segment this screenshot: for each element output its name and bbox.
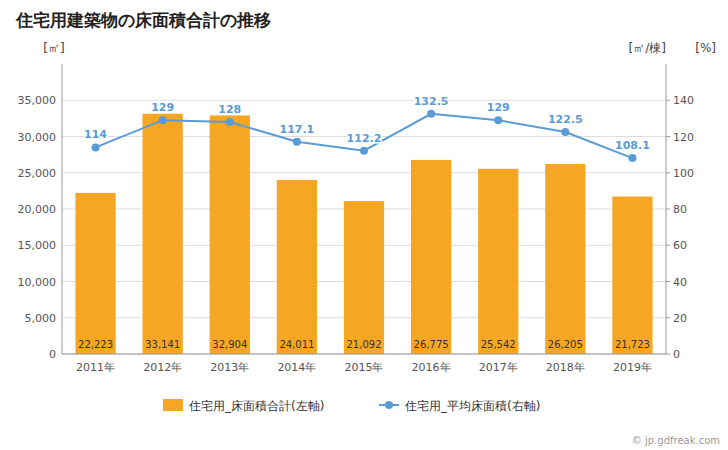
y2-tick-label: 60 — [673, 239, 687, 252]
y2-tick-label: 0 — [673, 348, 680, 361]
y2-tick — [666, 281, 670, 282]
line-label: 108.1 — [615, 139, 650, 152]
y2-tick — [666, 317, 670, 318]
bar — [277, 180, 317, 354]
y-tick-label: 20,000 — [18, 203, 57, 216]
line-label: 129 — [151, 101, 174, 114]
line-label: 132.5 — [414, 95, 449, 108]
y-axis-line — [62, 64, 63, 354]
bar — [143, 114, 183, 354]
bar — [545, 164, 585, 354]
bar — [612, 197, 652, 354]
x-tick-label: 2013年 — [210, 361, 249, 374]
bar-label: 32,904 — [212, 339, 247, 350]
bar-label: 21,092 — [347, 339, 382, 350]
bar — [75, 193, 115, 354]
x-tick-label: 2019年 — [613, 361, 652, 374]
y-tick-label: 35,000 — [18, 94, 57, 107]
x-tick-label: 2012年 — [143, 361, 182, 374]
line-marker — [561, 128, 569, 136]
line-marker — [360, 147, 368, 155]
bar — [411, 160, 451, 354]
y2-tick-label: 40 — [673, 276, 687, 289]
line-marker — [159, 116, 167, 124]
marks — [75, 110, 652, 354]
data-labels: 22,223 33,141 32,904 24,011 21,092 26,775 25,5… — [78, 95, 650, 350]
legend-swatch-marker — [385, 401, 393, 409]
line-label: 128 — [218, 103, 241, 116]
y2-axis-line — [666, 64, 667, 354]
x-tick-label: 2018年 — [546, 361, 585, 374]
x-tick-label: 2014年 — [277, 361, 316, 374]
line-label: 114 — [84, 128, 107, 141]
bar-label: 22,223 — [78, 339, 113, 350]
y2-tick — [666, 172, 670, 173]
y2-tick-label: 120 — [673, 131, 694, 144]
x-axis-line — [62, 354, 666, 355]
bar — [478, 169, 518, 354]
bar-label: 24,011 — [279, 339, 314, 350]
y2-axis-label: [㎡/棟] — [629, 41, 666, 55]
bar-label: 21,723 — [615, 339, 650, 350]
y2-tick-label: 80 — [673, 203, 687, 216]
line-marker — [92, 143, 100, 151]
bar-label: 26,775 — [414, 339, 449, 350]
y-tick-label: 0 — [49, 348, 56, 361]
bar — [210, 115, 250, 354]
x-tick-label: 2016年 — [412, 361, 451, 374]
line-marker — [293, 138, 301, 146]
y2-tick-label: 140 — [673, 94, 694, 107]
y-tick-label: 5,000 — [25, 312, 57, 325]
grid — [62, 100, 666, 354]
y2-tick-label: 20 — [673, 312, 687, 325]
y2-tick-label: 100 — [673, 167, 694, 180]
bar-label: 33,141 — [145, 339, 180, 350]
line-marker — [427, 110, 435, 118]
y-tick-label: 15,000 — [18, 239, 57, 252]
line-label: 112.2 — [347, 132, 382, 145]
y2-tick — [666, 354, 670, 355]
line-marker — [494, 116, 502, 124]
y-axis-label: [㎡] — [43, 41, 64, 55]
y2-tick — [666, 136, 670, 137]
bar — [344, 201, 384, 354]
bar-label: 26,205 — [548, 339, 583, 350]
bar-label: 25,542 — [481, 339, 516, 350]
annotation: [%] — [695, 41, 716, 55]
x-tick-label: 2011年 — [76, 361, 115, 374]
y-tick-label: 25,000 — [18, 167, 57, 180]
y2-tick — [666, 245, 670, 246]
legend-entry: 住宅用_平均床面積(右軸) — [404, 399, 540, 413]
line-label: 117.1 — [279, 123, 314, 136]
legend-swatch — [163, 399, 183, 411]
line — [96, 114, 633, 158]
y-tick-label: 30,000 — [18, 131, 57, 144]
line-marker — [226, 118, 234, 126]
x-tick-label: 2017年 — [479, 361, 518, 374]
y-tick-label: 10,000 — [18, 276, 57, 289]
title: 住宅用建築物の床面積合計の推移 — [15, 10, 271, 30]
line-marker — [628, 154, 636, 162]
legend-entry: 住宅用_床面積合計(左軸) — [188, 399, 324, 413]
line-label: 122.5 — [548, 113, 583, 126]
chart: 住宅用建築物の床面積合計の推移 [㎡] [㎡/棟] [%] © jp.gdfreak.c… — [0, 0, 728, 450]
y2-tick — [666, 209, 670, 210]
x-tick-label: 2015年 — [345, 361, 384, 374]
grid-line — [62, 354, 666, 355]
watermark: © jp.gdfreak.com — [632, 435, 720, 446]
y2-tick — [666, 100, 670, 101]
legend: 住宅用_床面積合計(左軸) 住宅用_平均床面積(右軸) — [163, 399, 540, 413]
line-label: 129 — [487, 101, 510, 114]
